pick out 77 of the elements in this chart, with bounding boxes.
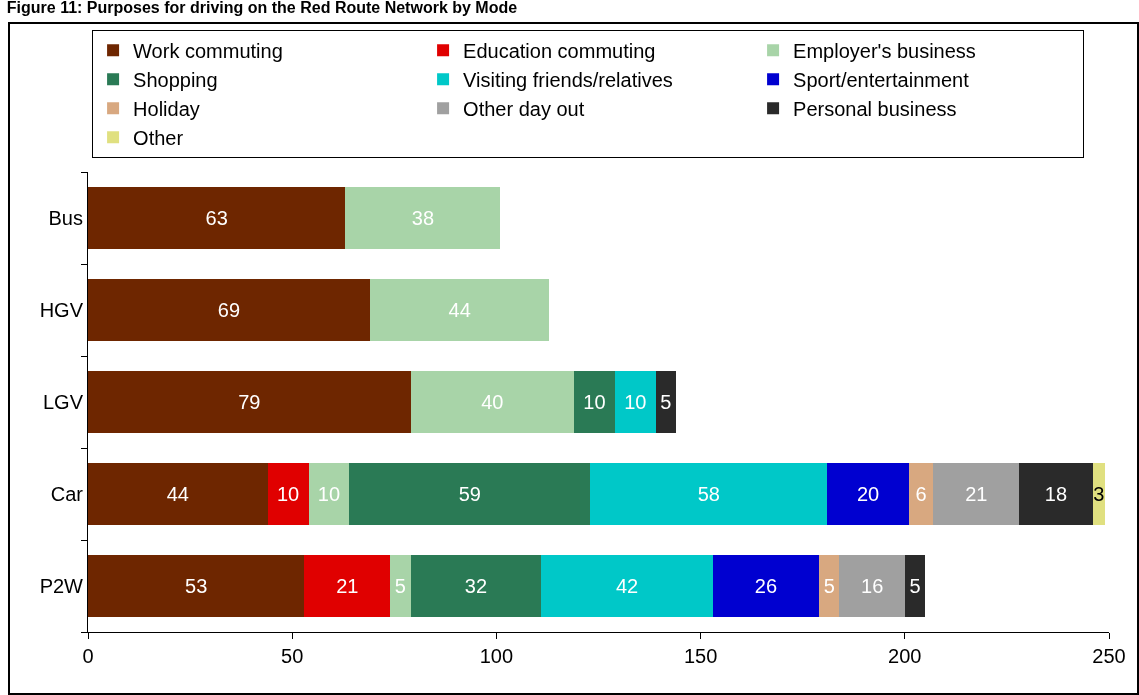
legend-label: Employer's business (793, 40, 976, 63)
legend-label: Visiting friends/relatives (463, 69, 673, 92)
bar (390, 554, 411, 618)
x-tick-label: 100 (479, 645, 514, 667)
bar (839, 554, 905, 618)
bar (410, 554, 542, 618)
bar (904, 554, 926, 618)
data-label: 69 (217, 299, 241, 321)
data-label: 5 (394, 575, 406, 597)
x-tick-label: 250 (1092, 645, 1126, 667)
bar (712, 554, 820, 618)
data-label: 53 (185, 575, 208, 597)
bar (308, 462, 350, 526)
bar (590, 462, 828, 526)
bar (88, 554, 305, 618)
bar (819, 554, 840, 618)
data-label: 6 (915, 483, 927, 505)
data-label: 21 (336, 575, 359, 597)
data-label: 5 (660, 391, 672, 413)
bar (88, 370, 411, 434)
data-label: 79 (238, 391, 261, 413)
data-label: 44 (166, 483, 189, 505)
data-label: 63 (205, 207, 228, 229)
x-tick-label: 150 (683, 645, 718, 667)
bar (369, 278, 550, 342)
bar (541, 554, 713, 618)
bar (88, 186, 346, 250)
y-tick-label: Bus (48, 207, 83, 229)
legend-label: Personal business (793, 98, 957, 121)
data-label: 5 (823, 575, 835, 597)
data-label: 10 (624, 391, 647, 413)
data-label: 3 (1093, 483, 1105, 505)
bar (908, 462, 934, 526)
data-label: 10 (317, 483, 341, 505)
bar (410, 370, 574, 434)
bar (88, 462, 268, 526)
y-tick-label: LGV (42, 391, 84, 413)
chart-title: Figure 11: Purposes for driving on the Red Route Network by Mode (6, 0, 518, 17)
bar (88, 278, 370, 342)
x-tick-label: 200 (888, 645, 922, 667)
data-label: 58 (697, 483, 720, 505)
legend-label: Holiday (133, 98, 200, 121)
data-label: 21 (965, 483, 988, 505)
bar (827, 462, 909, 526)
legend-label: Work commuting (133, 40, 283, 63)
bar (345, 186, 501, 250)
legend-label: Other day out (463, 98, 585, 121)
x-tick-label: 0 (82, 645, 94, 667)
data-label: 10 (276, 483, 300, 505)
bar (349, 462, 591, 526)
data-label: 42 (615, 575, 639, 597)
data-label: 16 (861, 575, 884, 597)
data-label: 44 (448, 299, 471, 321)
bar (655, 370, 677, 434)
data-label: 20 (856, 483, 880, 505)
data-label: 40 (481, 391, 504, 413)
bar (1019, 462, 1093, 526)
y-tick-label: HGV (39, 299, 84, 321)
bar (304, 554, 391, 618)
legend-label: Sport/entertainment (793, 69, 970, 92)
y-tick-label: Car (50, 483, 84, 505)
y-tick-label: P2W (39, 575, 84, 597)
data-label: 26 (754, 575, 778, 597)
data-label: 59 (458, 483, 481, 505)
bar (614, 370, 656, 434)
bar (933, 462, 1020, 526)
legend-label: Shopping (133, 69, 218, 92)
legend-label: Other (133, 127, 184, 150)
data-label: 5 (909, 575, 921, 597)
data-label: 38 (411, 207, 435, 229)
legend-label: Education commuting (463, 40, 656, 63)
bar (574, 370, 615, 434)
bar (267, 462, 309, 526)
data-label: 32 (464, 575, 488, 597)
data-label: 10 (583, 391, 606, 413)
data-label: 18 (1044, 483, 1068, 505)
x-tick-label: 50 (281, 645, 304, 667)
